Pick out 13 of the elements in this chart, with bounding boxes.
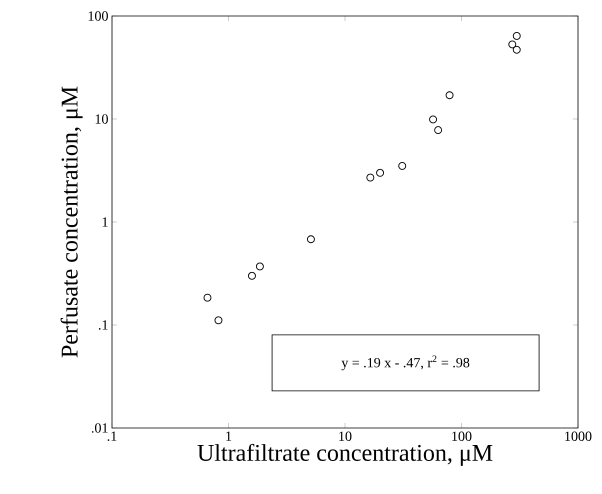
x-tick-label: .1 (108, 432, 116, 441)
x-tick-label: 1 (226, 432, 232, 441)
y-tick-label: 1 (102, 217, 108, 227)
x-tick-label: 1000 (565, 432, 592, 441)
y-tick-label: 100 (88, 11, 108, 21)
x-tick-label: 10 (339, 432, 352, 441)
y-axis-title: Perfusate concentration, μM (60, 86, 83, 358)
y-tick-label: .1 (98, 320, 108, 330)
y-tick-label: .01 (92, 423, 108, 433)
annotation: y = .19 x - .47, r$^{2}$ = .98 (342, 356, 470, 370)
y-tick-label: 10 (96, 114, 108, 124)
x-axis-title: Ultrafiltrate concentration, μM (197, 444, 492, 466)
x-tick-label: 100 (452, 432, 472, 441)
